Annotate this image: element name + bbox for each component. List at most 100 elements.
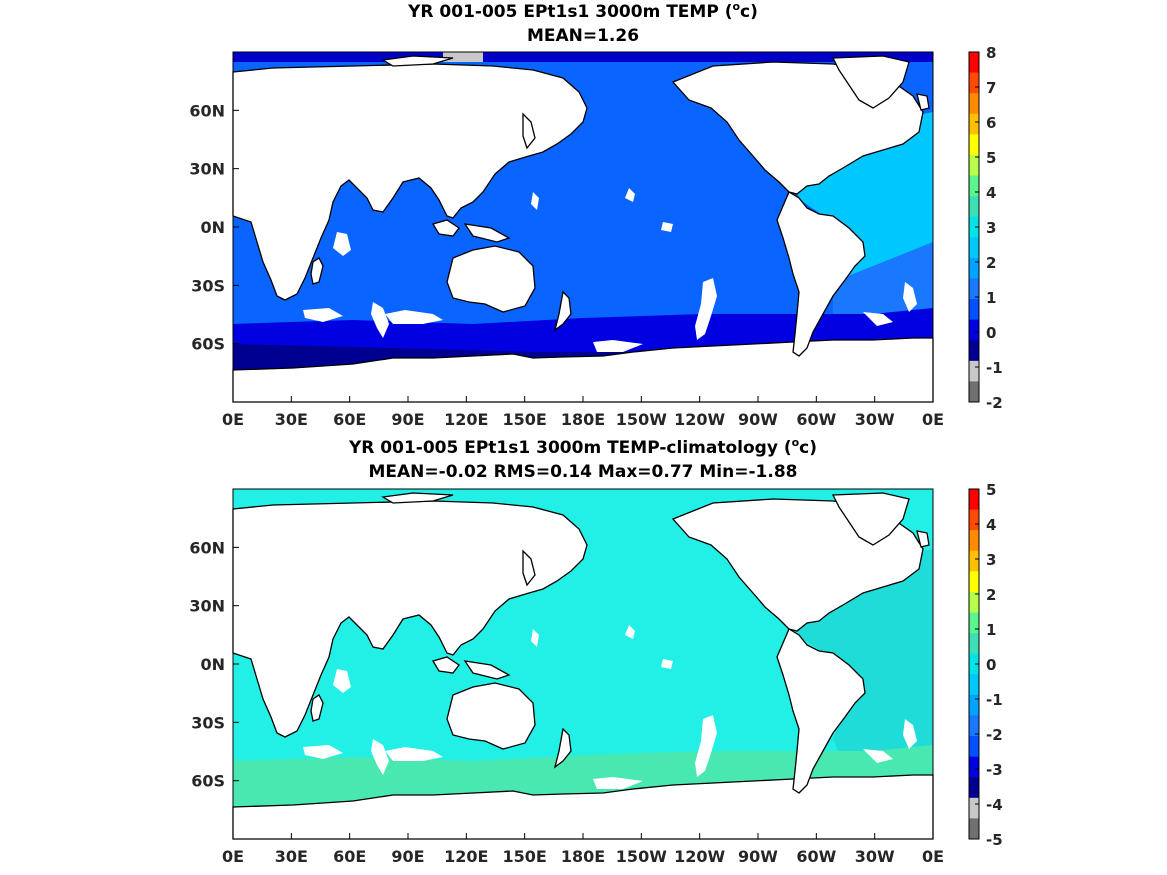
colorbar-segment <box>969 715 979 737</box>
x-tick-label: 0E <box>922 847 944 866</box>
x-tick-label: 60W <box>796 410 836 429</box>
y-tick-label: 30S <box>191 276 225 295</box>
colorbar-segment <box>969 175 979 197</box>
colorbar-segment <box>969 777 979 799</box>
colorbar-segment <box>969 818 979 840</box>
colorbar-tick-label: -1 <box>986 359 1003 377</box>
colorbar-tick-label: 2 <box>986 586 996 604</box>
x-tick-label: 30E <box>275 847 308 866</box>
x-tick-label: 0E <box>922 410 944 429</box>
colorbar-tick-label: 2 <box>986 254 996 272</box>
x-tick-label: 90E <box>391 847 424 866</box>
colorbar-segment <box>969 257 979 279</box>
y-tick-label: 30N <box>189 597 225 616</box>
colorbar-segment <box>969 278 979 300</box>
colorbar-tick-label: 6 <box>986 114 996 132</box>
colorbar-tick-label: 8 <box>986 44 996 62</box>
colorbar-segment <box>969 340 979 362</box>
colorbar-segment <box>969 134 979 156</box>
panel-bottom-colorbar: 5 4 3 2 1 0 -1 -2 -3 -4 -5 <box>968 481 1003 849</box>
panel-bottom-x-ticks: 0E 30E 60E 90E 120E 150E 180E 150W 120W 90W 60W 30W… <box>222 833 944 866</box>
x-tick-label: 60W <box>796 847 836 866</box>
x-tick-label: 150E <box>503 847 547 866</box>
x-tick-label: 90E <box>391 410 424 429</box>
panel-bottom: YR 001-005 EPt1s1 3000m TEMP-climatology… <box>189 436 1002 866</box>
x-tick-label: 60E <box>333 410 366 429</box>
x-tick-label: 180E <box>561 847 605 866</box>
x-tick-label: 90W <box>738 410 778 429</box>
y-tick-label: 60N <box>189 538 225 557</box>
x-tick-label: 120E <box>444 847 488 866</box>
map-arctic-gray <box>443 52 483 62</box>
x-tick-label: 30W <box>855 847 895 866</box>
colorbar-segment <box>969 591 979 614</box>
colorbar-segment <box>969 72 979 94</box>
panel-bottom-y-ticks: 60N 30N 0N 30S 60S <box>189 538 239 791</box>
x-tick-label: 150W <box>616 410 667 429</box>
colorbar-tick-label: -2 <box>986 394 1003 412</box>
colorbar-tick-label: -4 <box>986 796 1003 814</box>
colorbar-tick-label: -5 <box>986 831 1003 849</box>
colorbar-segment <box>969 756 979 778</box>
colorbar-segment <box>969 154 979 177</box>
panel-bottom-subtitle: MEAN=-0.02 RMS=0.14 Max=0.77 Min=-1.88 <box>369 462 798 482</box>
y-tick-label: 30N <box>189 160 225 179</box>
x-tick-label: 30E <box>275 410 308 429</box>
colorbar-tick-label: -3 <box>986 761 1003 779</box>
colorbar-segment <box>969 299 979 321</box>
colorbar-tick-label: 0 <box>986 656 996 674</box>
x-tick-label: 150E <box>503 410 547 429</box>
colorbar-segment <box>969 674 979 696</box>
x-tick-label: 150W <box>616 847 667 866</box>
colorbar-tick-label: 1 <box>986 621 996 639</box>
colorbar-segment <box>969 550 979 572</box>
colorbar-segment <box>969 360 979 382</box>
colorbar-segment <box>969 694 979 716</box>
colorbar-segment <box>969 381 979 403</box>
colorbar-tick-label: 1 <box>986 289 996 307</box>
x-tick-label: 90W <box>738 847 778 866</box>
panel-top-subtitle: MEAN=1.26 <box>527 26 639 46</box>
colorbar-tick-label: 7 <box>986 79 996 97</box>
colorbar-segment <box>969 736 979 758</box>
x-tick-label: 60E <box>333 847 366 866</box>
panel-top-map <box>232 51 934 403</box>
colorbar-tick-label: -1 <box>986 691 1003 709</box>
panel-bottom-map <box>232 488 934 840</box>
colorbar-tick-label: -2 <box>986 726 1003 744</box>
colorbar-tick-label: 4 <box>986 184 996 202</box>
colorbar-tick-label: 4 <box>986 516 996 534</box>
colorbar-segment <box>969 509 979 531</box>
x-tick-label: 0E <box>222 410 244 429</box>
y-tick-label: 0N <box>200 655 225 674</box>
y-tick-label: 60S <box>191 772 225 791</box>
x-tick-label: 120E <box>444 410 488 429</box>
panel-top-x-ticks: 0E 30E 60E 90E 120E 150E 180E 150W 120W 90W 60W 30W… <box>222 396 944 429</box>
colorbar-tick-label: 5 <box>986 481 996 499</box>
colorbar-segment <box>969 237 979 259</box>
x-tick-label: 120W <box>674 410 725 429</box>
panel-top: YR 001-005 EPt1s1 3000m TEMP (oc) MEAN=1… <box>189 0 1002 429</box>
y-tick-label: 0N <box>200 218 225 237</box>
x-tick-label: 180E <box>561 410 605 429</box>
colorbar-segment <box>969 93 979 115</box>
colorbar-tick-label: 5 <box>986 149 996 167</box>
y-tick-label: 60N <box>189 101 225 120</box>
colorbar-segment <box>969 633 979 655</box>
colorbar-segment <box>969 530 979 552</box>
map-arctic <box>233 52 933 62</box>
panel-bottom-title: YR 001-005 EPt1s1 3000m TEMP-climatology… <box>348 436 817 458</box>
x-tick-label: 120W <box>674 847 725 866</box>
colorbar-segment <box>969 571 979 593</box>
colorbar-tick-label: 3 <box>986 551 996 569</box>
x-tick-label: 30W <box>855 410 895 429</box>
colorbar-segment <box>969 113 979 135</box>
colorbar-segment <box>969 489 979 511</box>
colorbar-segment <box>969 612 979 634</box>
panel-top-colorbar: 8 7 6 5 4 3 2 1 0 -1 -2 <box>968 44 1003 412</box>
colorbar-tick-label: 3 <box>986 219 996 237</box>
panel-top-title: YR 001-005 EPt1s1 3000m TEMP (oc) <box>407 0 758 22</box>
colorbar-segment <box>969 196 979 218</box>
y-tick-label: 60S <box>191 335 225 354</box>
